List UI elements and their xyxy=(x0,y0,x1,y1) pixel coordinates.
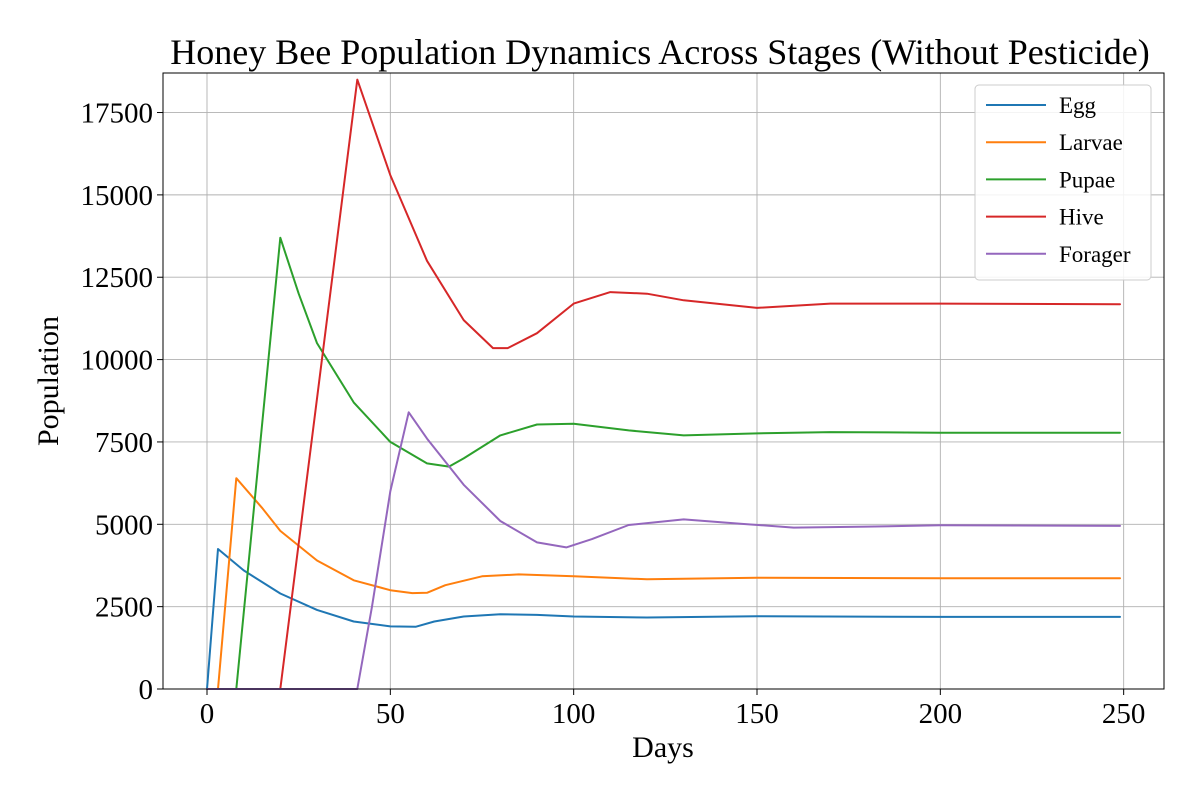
series-line-egg xyxy=(206,548,1121,690)
y-axis-label: Population xyxy=(32,316,65,446)
legend-label-egg: Egg xyxy=(1059,93,1097,118)
chart-title: Honey Bee Population Dynamics Across Sta… xyxy=(170,32,1149,72)
x-tick-label: 250 xyxy=(1102,698,1146,730)
legend-label-larvae: Larvae xyxy=(1059,130,1123,155)
y-tick-label: 15000 xyxy=(81,180,154,212)
plot-frame xyxy=(162,72,1165,690)
series-line-forager xyxy=(206,411,1121,690)
legend: Egg Larvae Pupae Hive Forager xyxy=(974,84,1152,281)
series-line-pupae xyxy=(235,236,1121,690)
x-tick-label: 50 xyxy=(376,698,405,730)
x-tick-label: 150 xyxy=(735,698,779,730)
y-tick-label: 7500 xyxy=(95,427,153,459)
x-tick-label: 100 xyxy=(552,698,596,730)
x-tick-label: 0 xyxy=(200,698,215,730)
legend-box xyxy=(974,84,1152,281)
x-axis-label: Days xyxy=(632,731,694,764)
series-line-hive xyxy=(279,78,1121,690)
y-tick-label: 2500 xyxy=(95,592,153,624)
y-tick-label: 12500 xyxy=(81,262,154,294)
x-tick-label: 200 xyxy=(919,698,963,730)
legend-label-pupae: Pupae xyxy=(1059,167,1115,192)
legend-label-hive: Hive xyxy=(1059,205,1104,230)
series-lines xyxy=(206,78,1121,690)
y-tick-label: 17500 xyxy=(81,98,154,130)
legend-label-forager: Forager xyxy=(1059,242,1131,267)
y-tick-label: 0 xyxy=(139,674,154,706)
y-tick-label: 5000 xyxy=(95,509,153,541)
y-tick-label: 10000 xyxy=(81,345,154,377)
axis-ticks: 0 50 100 150 200 2500250050007500100001250015… xyxy=(81,98,1146,730)
series-line-larvae xyxy=(217,477,1121,690)
